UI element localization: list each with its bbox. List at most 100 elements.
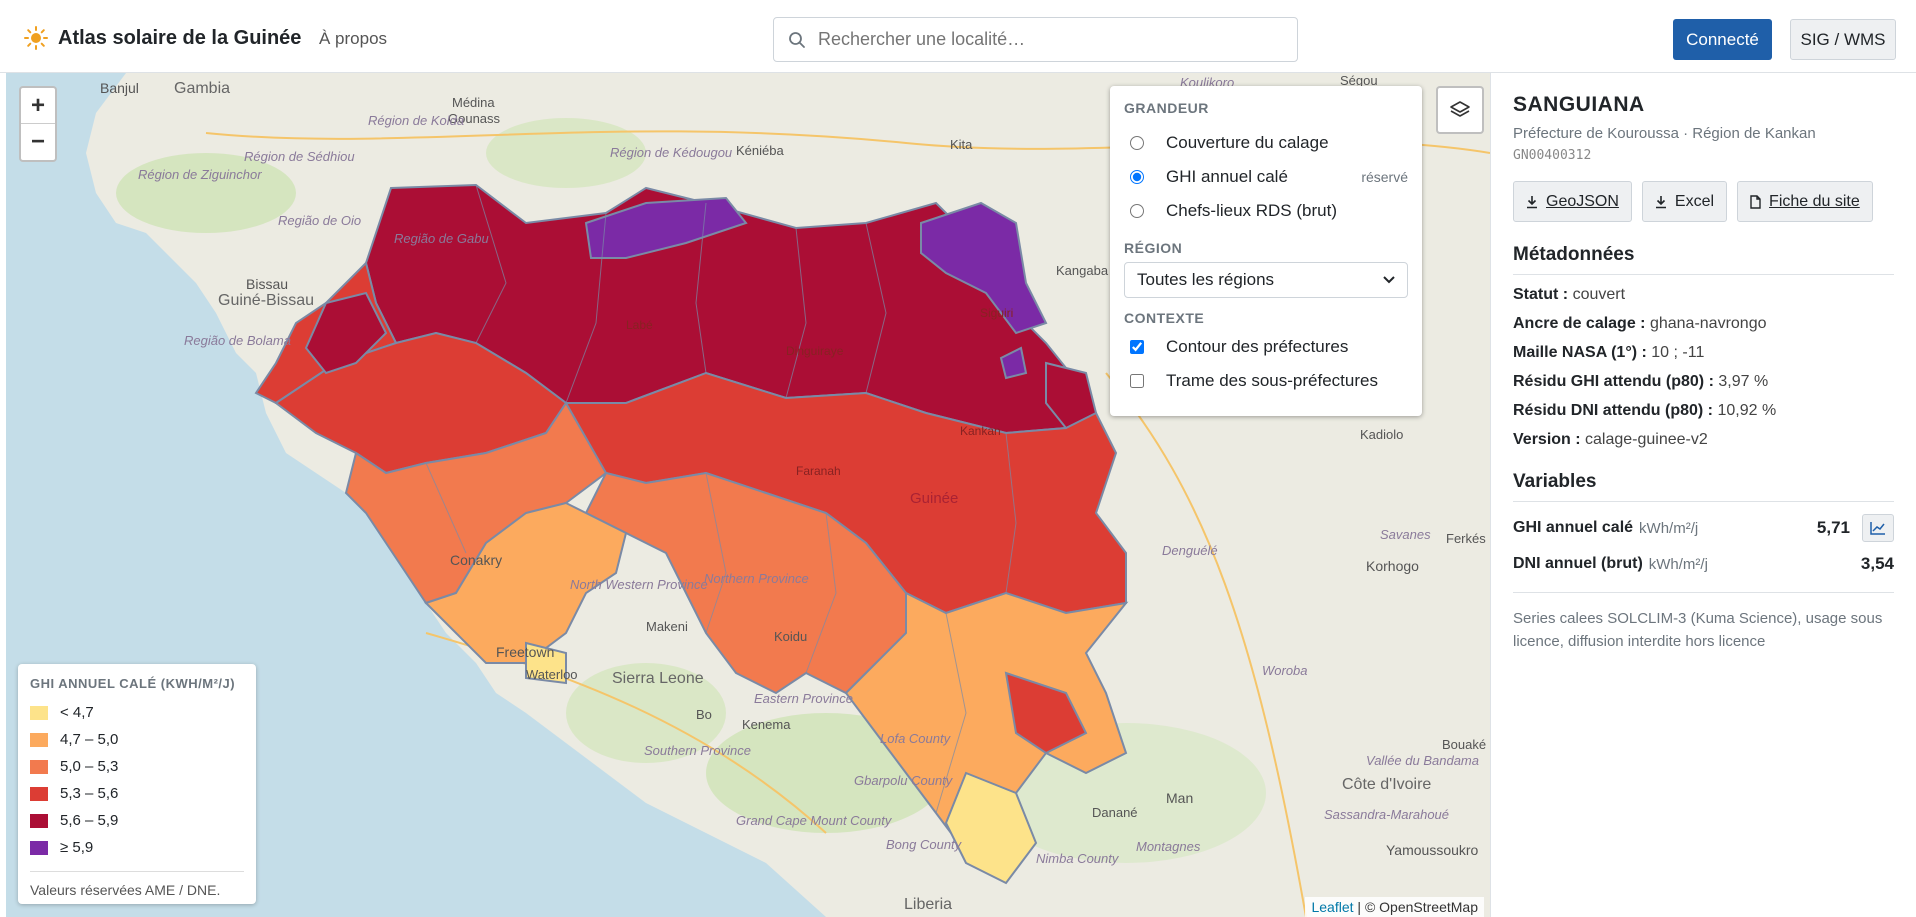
- layers-toggle-button[interactable]: [1436, 86, 1484, 134]
- place-labels: Banjul Gambia Médina Gounass Région de K…: [100, 73, 1486, 913]
- excel-label: Excel: [1674, 192, 1715, 210]
- place-label: Lofa County: [880, 731, 952, 746]
- place-label: Bissau: [246, 276, 288, 292]
- sous-prefectures-checkbox[interactable]: [1130, 374, 1144, 388]
- place-label: Kita: [950, 137, 973, 152]
- place-label: Southern Province: [644, 743, 751, 758]
- sig-wms-button[interactable]: SIG / WMS: [1790, 19, 1896, 60]
- site-name: SANGUIANA: [1513, 93, 1645, 116]
- legend-item: 5,3 – 5,6: [30, 780, 244, 807]
- metadata-row: Résidu DNI attendu (p80) : 10,92 %: [1513, 402, 1894, 420]
- document-icon: [1750, 194, 1761, 209]
- place-label: Région de Sédhiou: [244, 149, 355, 164]
- geojson-button[interactable]: GeoJSON: [1513, 181, 1632, 222]
- legend-item: 4,7 – 5,0: [30, 726, 244, 753]
- place-label: Região de Gabu: [394, 231, 489, 246]
- zoom-control: + −: [19, 86, 57, 162]
- place-label: Gambia: [174, 80, 230, 97]
- grandeur-option-chefs-lieux[interactable]: Chefs-lieux RDS (brut): [1124, 194, 1408, 228]
- variable-name: GHI annuel calé: [1513, 519, 1634, 536]
- couverture-radio[interactable]: [1130, 136, 1144, 150]
- forest-patch: [116, 153, 296, 233]
- site-detail-panel: SANGUIANA Préfecture de Kouroussa · Régi…: [1490, 73, 1916, 917]
- option-label: Contour des préfectures: [1166, 337, 1349, 356]
- chefs-lieux-radio[interactable]: [1130, 204, 1144, 218]
- place-label: Yamoussoukro: [1386, 842, 1479, 858]
- place-label: Freetown: [496, 644, 554, 660]
- place-label: Denguélé: [1162, 543, 1218, 558]
- place-label: Korhogo: [1366, 558, 1419, 574]
- top-navbar: Atlas solaire de la Guinée À propos Conn…: [0, 0, 1916, 73]
- search-box[interactable]: [773, 17, 1298, 62]
- grandeur-option-couverture[interactable]: Couverture du calage: [1124, 126, 1408, 160]
- place-label: Woroba: [1262, 663, 1308, 678]
- download-icon: [1527, 195, 1537, 208]
- legend-label: 4,7 – 5,0: [60, 731, 119, 748]
- place-label: Região de Oio: [278, 213, 361, 228]
- excel-button[interactable]: Excel: [1641, 181, 1728, 222]
- place-label: Danané: [1092, 805, 1138, 820]
- connected-button[interactable]: Connecté: [1673, 19, 1772, 60]
- place-label: Kangaba: [1056, 263, 1109, 278]
- geojson-label: GeoJSON: [1546, 192, 1619, 210]
- metadata-value: calage-guinee-v2: [1585, 431, 1708, 448]
- grandeur-option-ghi[interactable]: GHI annuel calé réservé: [1124, 160, 1408, 194]
- attribution-text: | © OpenStreetMap: [1357, 899, 1478, 915]
- place-label: Bouaké: [1442, 737, 1486, 752]
- map-legend: GHI ANNUEL CALÉ (KWH/M²/J) < 4,7 4,7 – 5…: [18, 664, 256, 904]
- metadata-key: Statut :: [1513, 286, 1569, 303]
- license-note: Series calees SOLCLIM-3 (Kuma Science), …: [1513, 592, 1894, 653]
- region-class-6: [584, 196, 748, 259]
- place-label: Kenema: [742, 717, 791, 732]
- fiche-button[interactable]: Fiche du site: [1737, 181, 1873, 222]
- map-view[interactable]: Banjul Gambia Médina Gounass Région de K…: [6, 73, 1490, 917]
- region-heading: RÉGION: [1124, 240, 1183, 256]
- fiche-label: Fiche du site: [1769, 192, 1860, 210]
- legend-item: 5,6 – 5,9: [30, 807, 244, 834]
- legend-item: 5,0 – 5,3: [30, 753, 244, 780]
- metadata-key: Résidu DNI attendu (p80) :: [1513, 402, 1714, 419]
- region-class-2: [424, 501, 628, 664]
- sun-icon: [24, 26, 48, 50]
- brand[interactable]: Atlas solaire de la Guinée: [24, 26, 301, 50]
- place-label: Man: [1166, 790, 1193, 806]
- option-label: Trame des sous-préfectures: [1166, 371, 1378, 390]
- chart-button[interactable]: [1862, 514, 1894, 542]
- search-input[interactable]: [818, 29, 1288, 50]
- context-option-sous-prefectures[interactable]: Trame des sous-préfectures: [1124, 364, 1408, 398]
- place-label: Faranah: [796, 464, 841, 478]
- legend-swatch: [30, 759, 48, 774]
- place-label: Northern Province: [704, 571, 809, 586]
- metadata-row: Résidu GHI attendu (p80) : 3,97 %: [1513, 373, 1894, 391]
- about-link[interactable]: À propos: [319, 29, 388, 48]
- forest-patch: [486, 118, 646, 188]
- leaflet-link[interactable]: Leaflet: [1311, 899, 1354, 915]
- context-option-prefectures[interactable]: Contour des préfectures: [1124, 330, 1408, 364]
- place-label: Conakry: [450, 552, 502, 568]
- metadata-key: Version :: [1513, 431, 1581, 448]
- region-class-5: [304, 291, 388, 375]
- place-label: Kadiolo: [1360, 427, 1403, 442]
- region-select[interactable]: Toutes les régions: [1124, 262, 1408, 298]
- variable-row: DNI annuel (brut) kWh/m²/j 3,54: [1513, 554, 1894, 574]
- place-label: Région de Ziguinchor: [138, 167, 262, 182]
- guinea-choropleth: [254, 183, 1129, 885]
- metadata-title: Métadonnées: [1513, 244, 1894, 275]
- place-label: Banjul: [100, 80, 139, 96]
- region-class-5: [1045, 361, 1098, 430]
- zoom-out-button[interactable]: −: [30, 128, 45, 155]
- legend-item: < 4,7: [30, 699, 244, 726]
- search-icon: [789, 31, 805, 48]
- prefectures-checkbox[interactable]: [1130, 340, 1144, 354]
- place-label: Région de Kolda: [368, 113, 464, 128]
- zoom-in-button[interactable]: +: [21, 88, 55, 124]
- grandeur-heading: GRANDEUR: [1124, 100, 1209, 116]
- site-code: GN00400312: [1513, 148, 1592, 163]
- place-label: Koidu: [774, 629, 807, 644]
- region-class-2: [844, 591, 1129, 855]
- variable-value: 3,54: [1860, 554, 1894, 573]
- ghi-radio[interactable]: [1130, 170, 1144, 184]
- place-label: Vallée du Bandama: [1366, 753, 1479, 768]
- place-label: Liberia: [904, 896, 952, 913]
- place-label: Labé: [626, 318, 653, 332]
